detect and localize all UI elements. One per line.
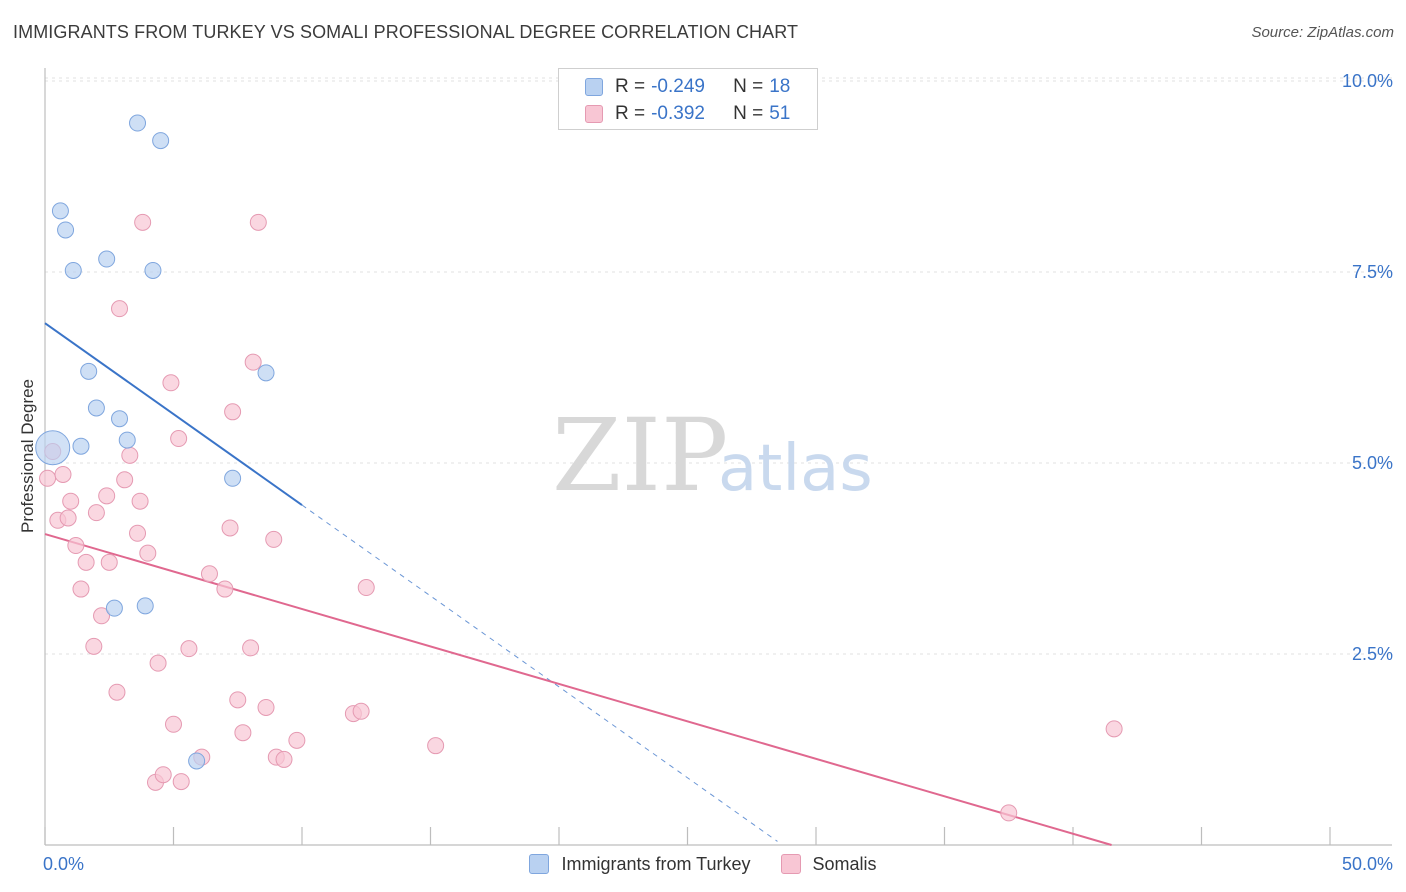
point-turkey — [118, 431, 136, 449]
legend-label-turkey: Immigrants from Turkey — [561, 853, 751, 874]
point-somalis — [200, 565, 218, 583]
point-turkey — [111, 410, 129, 428]
point-somalis — [172, 773, 190, 791]
point-somalis — [62, 492, 80, 510]
point-somalis — [162, 374, 180, 392]
point-turkey — [152, 132, 170, 150]
point-somalis — [108, 683, 126, 701]
y-tick-label: 5.0% — [1352, 453, 1393, 473]
point-somalis — [221, 519, 239, 537]
legend-row-turkey: R = -0.249 N = 18 — [585, 74, 790, 100]
point-somalis — [249, 213, 267, 231]
point-turkey — [129, 114, 147, 132]
legend-n-value: 51 — [769, 103, 791, 124]
point-somalis — [131, 492, 149, 510]
watermark-zip: ZIP — [552, 397, 728, 514]
point-somalis — [139, 544, 157, 562]
point-turkey — [57, 221, 75, 239]
watermark: ZIP atlas — [552, 397, 873, 514]
y-tick-label: 10.0% — [1342, 71, 1393, 91]
tick-labels: 2.5% 5.0% 7.5% 10.0% 0.0% 50.0% — [43, 71, 1393, 874]
point-somalis — [244, 353, 262, 371]
point-somalis — [1105, 720, 1123, 738]
point-somalis — [216, 580, 234, 598]
legend-item-somalis[interactable]: Somalis — [780, 853, 877, 875]
point-somalis — [121, 446, 139, 464]
legend-swatch-turkey — [529, 854, 550, 874]
point-somalis — [154, 766, 172, 784]
legend-swatch-somalis — [585, 105, 603, 123]
point-somalis — [1000, 804, 1018, 822]
legend-r-value: -0.392 — [651, 103, 705, 124]
point-somalis — [352, 702, 370, 720]
point-somalis — [224, 403, 242, 421]
point-turkey — [87, 399, 105, 417]
trend-line-turkey — [44, 322, 303, 506]
point-turkey — [188, 752, 206, 770]
point-turkey — [35, 430, 71, 466]
legend-n-label: N = — [733, 103, 764, 124]
point-somalis — [357, 579, 375, 597]
point-somalis — [275, 750, 293, 768]
point-somalis — [170, 430, 188, 448]
legend-item-turkey[interactable]: Immigrants from Turkey — [529, 853, 751, 875]
legend-r-value: -0.249 — [651, 76, 705, 97]
point-somalis — [265, 530, 283, 548]
point-turkey — [144, 261, 162, 279]
point-turkey — [98, 250, 116, 268]
legend-r-label: R = — [615, 76, 646, 97]
point-turkey — [257, 364, 275, 382]
series-legend: Immigrants from Turkey Somalis — [0, 850, 1406, 878]
point-somalis — [180, 640, 198, 658]
point-somalis — [149, 654, 167, 672]
point-somalis — [257, 698, 275, 716]
point-somalis — [54, 465, 72, 483]
point-somalis — [100, 553, 118, 571]
point-turkey — [105, 599, 123, 617]
point-turkey — [224, 469, 242, 487]
point-somalis — [134, 213, 152, 231]
point-somalis — [98, 487, 116, 505]
point-somalis — [116, 471, 134, 489]
y-tick-label: 2.5% — [1352, 644, 1393, 664]
point-turkey — [136, 597, 154, 615]
source-credit: Source: ZipAtlas.com — [1251, 24, 1394, 41]
point-somalis — [229, 691, 247, 709]
point-turkey — [51, 202, 69, 220]
legend-label-somalis: Somalis — [812, 853, 877, 874]
point-somalis — [87, 504, 105, 522]
point-somalis — [129, 524, 147, 542]
point-somalis — [242, 639, 260, 657]
y-tick-label: 7.5% — [1352, 262, 1393, 282]
x-tick-label: 50.0% — [1342, 854, 1393, 874]
data-points — [35, 114, 1123, 822]
point-somalis — [72, 580, 90, 598]
point-somalis — [427, 737, 445, 755]
point-somalis — [234, 724, 252, 742]
point-somalis — [93, 607, 111, 625]
point-somalis — [288, 731, 306, 749]
legend-r-label: R = — [615, 103, 646, 124]
x-tick-label: 0.0% — [43, 854, 84, 874]
legend-n-value: 18 — [769, 76, 791, 97]
point-somalis — [59, 509, 77, 527]
point-somalis — [67, 537, 85, 555]
point-turkey — [72, 437, 90, 455]
chart-title: IMMIGRANTS FROM TURKEY VS SOMALI PROFESS… — [13, 22, 799, 42]
legend-n-label: N = — [733, 76, 764, 97]
point-turkey — [80, 362, 98, 380]
watermark-atlas: atlas — [718, 432, 873, 506]
legend-swatch-turkey — [585, 78, 603, 96]
point-somalis — [39, 469, 57, 487]
legend-swatch-somalis — [780, 854, 801, 874]
point-somalis — [165, 715, 182, 733]
point-somalis — [85, 637, 103, 655]
point-somalis — [111, 300, 129, 318]
trend-line-turkey-extension — [301, 504, 778, 842]
point-turkey — [64, 261, 82, 279]
point-somalis — [77, 553, 95, 571]
legend-row-somalis: R = -0.392 N = 51 — [585, 101, 790, 127]
stats-legend: R = -0.249 N = 18 R = -0.392 N = 51 — [558, 68, 818, 130]
